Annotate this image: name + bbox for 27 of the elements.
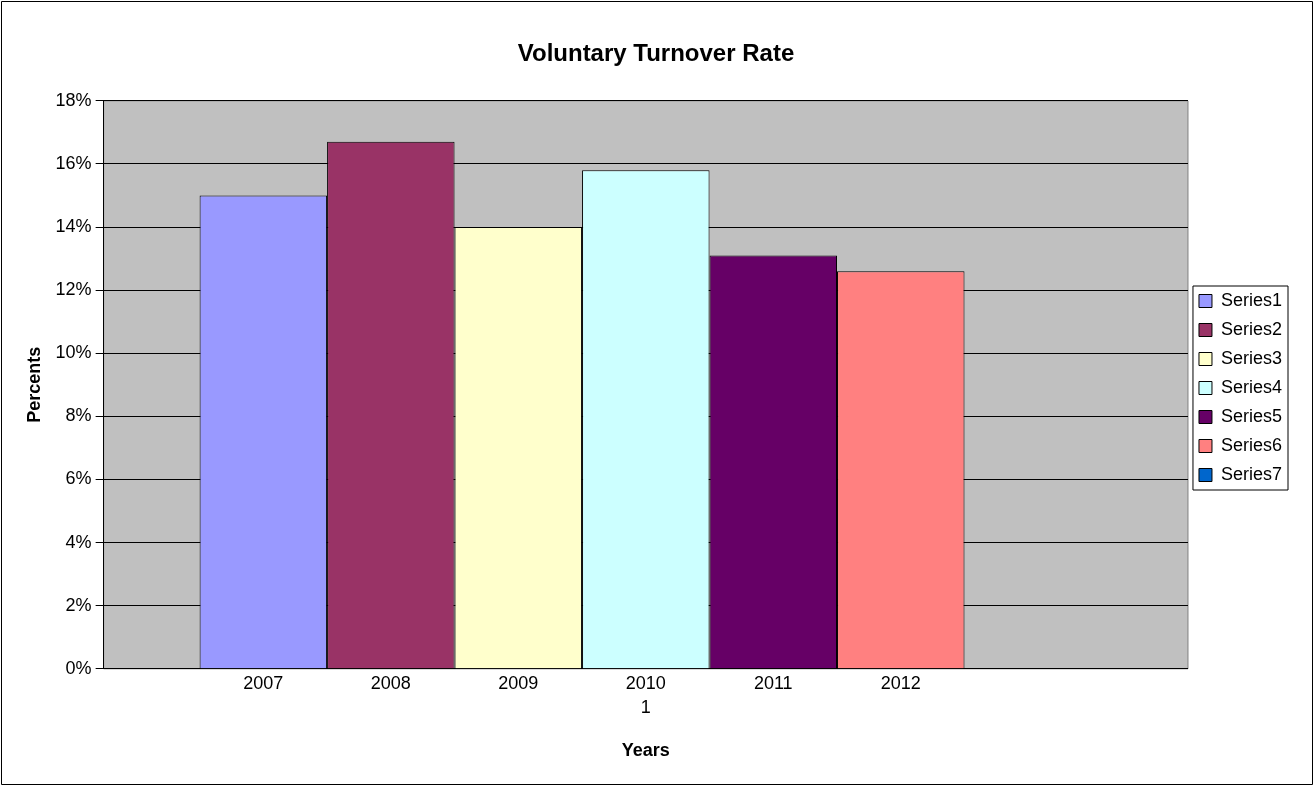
- legend-label: Series6: [1220, 434, 1282, 455]
- legend-label: Series5: [1220, 405, 1282, 426]
- x-axis-title: Years: [621, 740, 670, 761]
- y-tick-label: 16%: [55, 152, 92, 173]
- legend-label: Series4: [1220, 376, 1282, 397]
- text: 2009: [498, 672, 539, 693]
- y-tick-label: 12%: [55, 279, 92, 300]
- legend-label: Series7: [1220, 463, 1282, 484]
- y-tick-label: 0%: [65, 657, 92, 678]
- legend-label: Series2: [1220, 318, 1282, 339]
- text: 2007: [243, 672, 284, 693]
- chart-title: Voluntary Turnover Rate: [517, 39, 795, 67]
- y-tick-label: 6%: [65, 468, 92, 489]
- y-tick-label: 14%: [55, 215, 92, 236]
- text: 2010: [625, 672, 666, 693]
- text: 2012: [880, 672, 921, 693]
- y-tick-label: 10%: [55, 342, 92, 363]
- text: 2008: [370, 672, 411, 693]
- x-tick-label: 1: [640, 696, 651, 717]
- legend-label: Series1: [1220, 289, 1282, 310]
- y-tick-label: 8%: [65, 405, 92, 426]
- legend-label: Series3: [1220, 347, 1282, 368]
- y-tick-label: 18%: [55, 89, 92, 110]
- y-axis-title: Percents: [23, 346, 44, 423]
- y-tick-label: 2%: [65, 594, 92, 615]
- y-tick-label: 4%: [65, 531, 92, 552]
- text: 2011: [753, 672, 793, 693]
